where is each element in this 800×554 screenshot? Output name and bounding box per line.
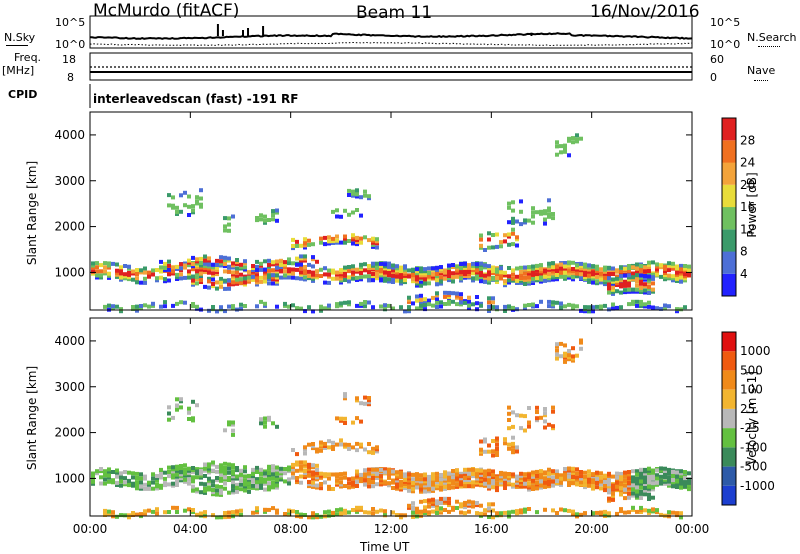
power-colorbar-swatch-5 (722, 162, 736, 185)
nsearch-tick-top: 10^5 (710, 16, 741, 29)
power-ytick-label-4000: 4000 (54, 128, 85, 142)
x-tick-label-0: 00:00 (73, 522, 108, 536)
velocity-colorbar-tick-3: 25 (740, 402, 755, 416)
velocity-colorbar-frame (721, 331, 737, 506)
beam-title: Beam 11 (356, 3, 433, 23)
power-ytick-label-3000: 3000 (54, 174, 85, 188)
power-heatmap-cells (91, 133, 691, 314)
nsky-legend-line (6, 45, 28, 46)
cpid-text: interleavedscan (fast) -191 RF (93, 92, 299, 106)
nsky-label: N.Sky (4, 31, 36, 44)
nsky-tick-bottom: 10^0 (55, 38, 86, 51)
freq-unit-label: [MHz] (2, 64, 35, 77)
power-colorbar-frame (721, 117, 737, 297)
nsky-tick-top: 10^5 (55, 16, 86, 29)
velocity-colorbar-tick-5: -100 (740, 440, 767, 454)
power-colorbar-swatch-6 (722, 140, 736, 163)
velocity-ytick-label-4000: 4000 (54, 334, 85, 348)
velocity-colorbar-tick-6: -500 (740, 460, 767, 474)
power-colorbar-tick-6: 4 (740, 267, 748, 281)
velocity-ytick-label-2000: 2000 (54, 426, 85, 440)
nsearch-label: N.Search (747, 31, 797, 44)
power-colorbar-swatch-0 (722, 273, 736, 297)
velocity-heatmap-cells (91, 338, 691, 520)
freq-label: Freq. (14, 51, 42, 64)
x-tick-label-5: 20:00 (574, 522, 609, 536)
noise-panel-frame (89, 15, 693, 49)
power-colorbar-tick-3: 16 (740, 200, 755, 214)
velocity-ytick-label-1000: 1000 (54, 471, 85, 485)
velocity-colorbar-swatch-8 (722, 332, 736, 352)
velocity-colorbar-swatch-7 (722, 351, 736, 371)
power-colorbar-tick-1: 24 (740, 156, 755, 170)
power-colorbar-tick-0: 28 (740, 133, 755, 147)
velocity-colorbar-swatch-4 (722, 408, 736, 429)
power-colorbar-tick-4: 12 (740, 222, 755, 236)
freq-tick-top: 18 (62, 53, 76, 66)
nave-legend-line (754, 80, 768, 81)
velocity-colorbar-swatch-6 (722, 370, 736, 390)
power-colorbar-tick-2: 20 (740, 178, 755, 192)
power-colorbar-tick-5: 8 (740, 245, 748, 259)
nsearch-series-line (89, 41, 693, 47)
nave-tick-top: 60 (710, 53, 724, 66)
nsky-series-line (89, 32, 693, 40)
power-ytick-label-1000: 1000 (54, 265, 85, 279)
power-colorbar-swatch-7 (722, 118, 736, 141)
velocity-colorbar-swatch-0 (722, 485, 736, 505)
power-colorbar-swatch-1 (722, 251, 736, 274)
date-title: 16/Nov/2016 (590, 2, 700, 22)
velocity-colorbar-tick-4: -25 (740, 421, 760, 435)
nave-tick-bottom: 0 (710, 71, 717, 84)
velocity-colorbar-swatch-1 (722, 466, 736, 486)
velocity-colorbar-swatch-3 (722, 428, 736, 448)
velocity-colorbar-tick-2: 100 (740, 383, 763, 397)
nave-label: Nave (747, 64, 776, 77)
x-axis-label: Time UT (360, 540, 410, 554)
x-tick-label-1: 04:00 (173, 522, 208, 536)
x-tick-label-4: 16:00 (474, 522, 509, 536)
nsearch-tick-bottom: 10^0 (710, 38, 741, 51)
x-tick-label-6: 00:00 (675, 522, 710, 536)
x-tick-label-3: 12:00 (374, 522, 409, 536)
power-ytick-label-2000: 2000 (54, 220, 85, 234)
velocity-colorbar-tick-1: 500 (740, 363, 763, 377)
power-colorbar-swatch-2 (722, 229, 736, 252)
velocity-colorbar-tick-7: -1000 (740, 479, 775, 493)
velocity-ytick-label-3000: 3000 (54, 380, 85, 394)
velocity-colorbar-swatch-2 (722, 447, 736, 467)
x-tick-label-2: 08:00 (273, 522, 308, 536)
nsearch-legend-line (758, 46, 780, 47)
freq-tick-bottom: 8 (67, 71, 74, 84)
power-colorbar-swatch-3 (722, 207, 736, 230)
cpid-label: CPID (8, 88, 38, 101)
velocity-colorbar-tick-0: 1000 (740, 344, 771, 358)
velocity-colorbar-swatch-5 (722, 389, 736, 409)
power-colorbar-swatch-4 (722, 184, 736, 208)
